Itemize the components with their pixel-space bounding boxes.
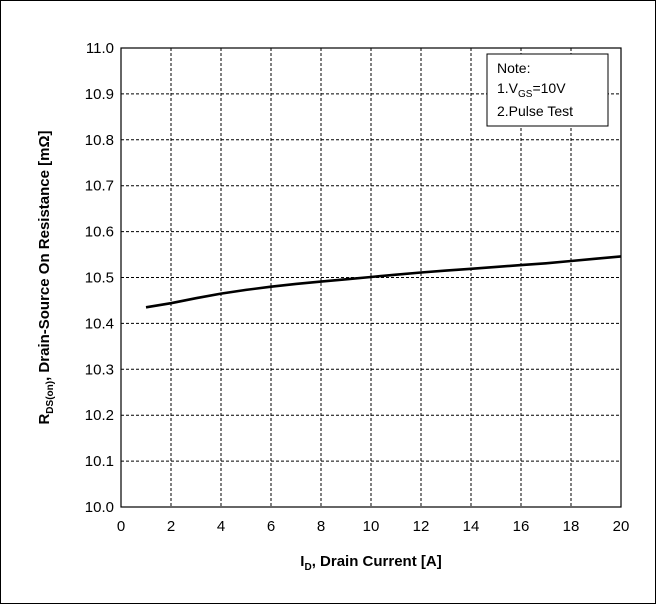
note-line-1-suffix: =10V xyxy=(532,80,566,96)
x-tick-label: 20 xyxy=(613,518,630,535)
y-axis-title: RDS(on), Drain-Source On Resistance [mΩ] xyxy=(36,130,56,424)
y-tick-label: 10.7 xyxy=(85,178,114,195)
note-line-1-subscript: GS xyxy=(518,89,533,100)
x-tick-label: 4 xyxy=(217,518,225,535)
y-tick-label: 10.4 xyxy=(85,315,114,332)
y-tick-label: 10.6 xyxy=(85,224,114,241)
x-tick-label: 18 xyxy=(563,518,580,535)
note-title: Note: xyxy=(497,60,530,76)
y-tick-label: 10.9 xyxy=(85,86,114,103)
x-axis-title: ID, Drain Current [A] xyxy=(300,553,441,573)
x-tick-label: 16 xyxy=(513,518,530,535)
series-line xyxy=(145,255,622,309)
y-axis-title-main: R xyxy=(36,414,53,425)
x-axis-title-rest: , Drain Current [A] xyxy=(312,553,442,570)
y-tick-label: 10.5 xyxy=(85,270,114,287)
x-tick-label: 10 xyxy=(363,518,380,535)
x-tick-label: 14 xyxy=(463,518,480,535)
y-tick-label: 10.1 xyxy=(85,453,114,470)
x-axis-title-main: I xyxy=(300,553,304,570)
x-tick-label: 12 xyxy=(413,518,430,535)
x-tick-label: 8 xyxy=(317,518,325,535)
y-tick-label: 10.0 xyxy=(85,499,114,516)
x-axis-title-subscript: D xyxy=(304,562,311,573)
y-tick-label: 10.3 xyxy=(85,361,114,378)
note-line-2: 2.Pulse Test xyxy=(497,103,573,119)
series-layer xyxy=(145,255,622,309)
x-tick-label: 2 xyxy=(167,518,175,535)
note-line-1: 1.VGS=10V xyxy=(497,80,566,100)
note-box-border xyxy=(486,53,609,127)
y-axis-title-rest: , Drain-Source On Resistance [mΩ] xyxy=(36,130,53,380)
x-tick-label: 0 xyxy=(117,518,125,535)
y-tick-label: 10.2 xyxy=(85,407,114,424)
tick-labels: 0 2 4 6 8 10 12 14 16 18 20 10.0 10.1 10.2 10.3 10.4 10.… xyxy=(85,40,630,535)
plot-area xyxy=(120,47,622,508)
y-axis-title-subscript: DS(on) xyxy=(45,381,56,414)
note-box: Note: 1.VGS=10V 2.Pulse Test xyxy=(486,53,609,127)
y-tick-label: 11.0 xyxy=(86,40,114,57)
y-tick-label: 10.8 xyxy=(85,132,114,149)
note-line-1-prefix: 1.V xyxy=(497,80,519,96)
x-tick-label: 6 xyxy=(267,518,275,535)
